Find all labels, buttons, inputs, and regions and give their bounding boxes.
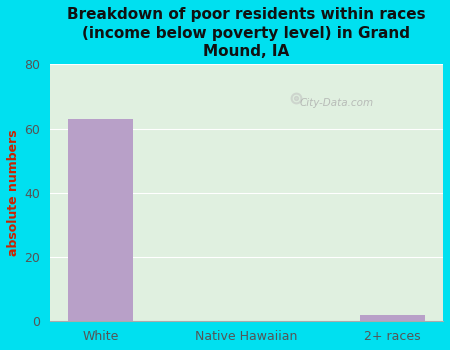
Text: City-Data.com: City-Data.com (300, 98, 374, 108)
Y-axis label: absolute numbers: absolute numbers (7, 130, 20, 256)
Bar (360, 315, 425, 321)
Bar (68, 119, 133, 321)
Title: Breakdown of poor residents within races
(income below poverty level) in Grand
M: Breakdown of poor residents within races… (67, 7, 426, 59)
